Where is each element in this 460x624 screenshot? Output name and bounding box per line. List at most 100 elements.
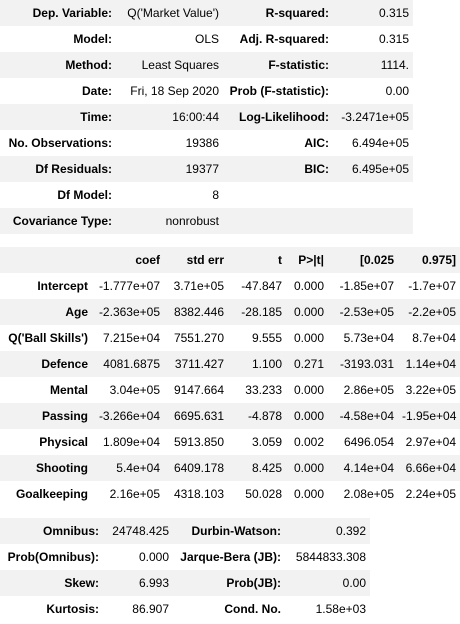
coefficient-row: Physical 1.809e+04 5913.850 3.059 0.002 6496.… <box>0 429 460 455</box>
stat-value: Least Squares <box>141 58 219 72</box>
summary-row: Covariance Type: nonrobust <box>0 208 413 234</box>
summary-row: Method: Least Squares F-statistic: 1114. <box>0 52 413 78</box>
summary-row: Df Model: 8 <box>0 182 413 208</box>
column-header: std err <box>186 253 224 267</box>
stat-label: Model: <box>73 32 112 46</box>
coefficient-value: 9.555 <box>251 331 282 345</box>
coefficient-row: Mental 3.04e+05 9147.664 33.233 0.000 2.86e+0… <box>0 377 460 403</box>
coefficient-value: -3.266e+04 <box>98 409 160 423</box>
diagnostics-row: Omnibus: 24748.425 Durbin-Watson: 0.392 <box>0 518 370 544</box>
coefficient-value: 2.86e+05 <box>343 383 394 397</box>
variable-name: Shooting <box>36 461 88 475</box>
diagnostics-table: Omnibus: 24748.425 Durbin-Watson: 0.392 Prob… <box>0 518 370 622</box>
stat-value: OLS <box>194 32 219 46</box>
stat-label: Durbin-Watson: <box>191 524 281 538</box>
coefficient-value: 3.04e+05 <box>109 383 160 397</box>
stat-value: 6.993 <box>138 576 169 590</box>
coefficient-value: -4.878 <box>247 409 282 423</box>
coefficient-value: -1.85e+07 <box>339 279 394 293</box>
summary-row: Df Residuals: 19377 BIC: 6.495e+05 <box>0 156 413 182</box>
stat-label: Kurtosis: <box>46 602 99 616</box>
coefficient-value: 8.7e+04 <box>412 331 456 345</box>
stat-value: 0.00 <box>385 84 409 98</box>
column-header: coef <box>135 253 160 267</box>
coefficient-value: 0.000 <box>293 383 324 397</box>
coefficient-value: 6.66e+04 <box>405 461 456 475</box>
stat-label: Log-Likelihood: <box>239 110 329 124</box>
stat-value: 8 <box>212 188 219 202</box>
diagnostics-row: Kurtosis: 86.907 Cond. No. 1.58e+03 <box>0 596 370 622</box>
column-header: 0.975] <box>421 253 456 267</box>
coefficient-value: 0.000 <box>293 331 324 345</box>
summary-row: Time: 16:00:44 Log-Likelihood: -3.2471e+05 <box>0 104 413 130</box>
column-header: t <box>278 253 282 267</box>
coefficient-value: 2.97e+04 <box>405 435 456 449</box>
coefficient-value: 7551.270 <box>173 331 224 345</box>
coefficient-value: 0.000 <box>293 461 324 475</box>
stat-label: BIC: <box>304 162 329 176</box>
coefficient-row: Defence 4081.6875 3711.427 1.100 0.271 -3193.… <box>0 351 460 377</box>
stat-value: 0.000 <box>138 550 169 564</box>
diagnostics-body: Omnibus: 24748.425 Durbin-Watson: 0.392 Prob… <box>0 518 370 622</box>
variable-name: Passing <box>41 409 88 423</box>
variable-name: Age <box>65 305 88 319</box>
stat-value <box>333 182 413 208</box>
coefficient-value: -1.7e+07 <box>408 279 456 293</box>
column-header <box>0 247 92 273</box>
model-summary-table: Dep. Variable: Q('Market Value') R-squared… <box>0 0 413 234</box>
variable-name: Physical <box>39 435 88 449</box>
coefficient-value: 8382.446 <box>173 305 224 319</box>
stat-label: Jarque-Bera (JB): <box>180 550 281 564</box>
coefficient-value: -2.2e+05 <box>408 305 456 319</box>
coefficient-value: 2.24e+05 <box>405 487 456 501</box>
coefficients-table: coef std err t P>|t| [0.025 0.975] Intercept -… <box>0 247 460 507</box>
coefficient-value: -2.363e+05 <box>98 305 160 319</box>
coefficient-value: 4.14e+04 <box>343 461 394 475</box>
coefficient-value: 6695.631 <box>173 409 224 423</box>
stat-label: No. Observations: <box>8 136 112 150</box>
column-header: P>|t| <box>298 253 324 267</box>
stat-label <box>223 182 333 208</box>
variable-name: Intercept <box>37 279 88 293</box>
summary-row: Model: OLS Adj. R-squared: 0.315 <box>0 26 413 52</box>
stat-value <box>333 208 413 234</box>
stat-label: Prob(JB): <box>226 576 281 590</box>
stat-label: Df Model: <box>57 188 112 202</box>
stat-label: R-squared: <box>265 6 329 20</box>
coefficient-value: -2.53e+05 <box>339 305 394 319</box>
coefficient-value: 0.271 <box>293 357 324 371</box>
stat-value: 86.907 <box>132 602 169 616</box>
coefficient-value: 9147.664 <box>173 383 224 397</box>
stat-label: Time: <box>80 110 112 124</box>
coefficient-row: Age -2.363e+05 8382.446 -28.185 0.000 -2.53e+… <box>0 299 460 325</box>
coefficient-row: Q('Ball Skills') 7.215e+04 7551.270 9.555 0.… <box>0 325 460 351</box>
stat-value: Q('Market Value') <box>127 6 219 20</box>
stat-label: Method: <box>65 58 112 72</box>
stat-label: Prob (F-statistic): <box>229 84 329 98</box>
variable-name: Mental <box>49 383 88 397</box>
stat-value: 5844833.308 <box>295 550 366 564</box>
stat-label: Prob(Omnibus): <box>7 550 99 564</box>
diagnostics-row: Prob(Omnibus): 0.000 Jarque-Bera (JB): 5844… <box>0 544 370 570</box>
stat-label: Df Residuals: <box>35 162 112 176</box>
stat-label: Date: <box>81 84 112 98</box>
stat-value: Fri, 18 Sep 2020 <box>130 84 219 98</box>
coefficient-value: 0.000 <box>293 279 324 293</box>
coefficient-value: 3711.427 <box>174 357 224 371</box>
stat-value: 0.00 <box>342 576 366 590</box>
stat-value: 24748.425 <box>112 524 169 538</box>
coefficient-value: 0.002 <box>293 435 324 449</box>
coefficient-value: -4.58e+04 <box>339 409 394 423</box>
coefficient-value: 4081.6875 <box>103 357 160 371</box>
stat-value: -3.2471e+05 <box>341 110 409 124</box>
stat-label: Omnibus: <box>43 524 99 538</box>
stat-value: nonrobust <box>165 214 219 228</box>
coefficient-row: Passing -3.266e+04 6695.631 -4.878 0.000 -4.5… <box>0 403 460 429</box>
coefficient-value: -28.185 <box>241 305 282 319</box>
stat-label: Adj. R-squared: <box>239 32 329 46</box>
coefficient-value: 5.4e+04 <box>116 461 160 475</box>
coefficient-value: -1.95e+04 <box>402 409 457 423</box>
coefficient-value: 1.14e+04 <box>405 357 456 371</box>
stat-value: 16:00:44 <box>172 110 219 124</box>
model-summary-body: Dep. Variable: Q('Market Value') R-squared… <box>0 0 413 234</box>
